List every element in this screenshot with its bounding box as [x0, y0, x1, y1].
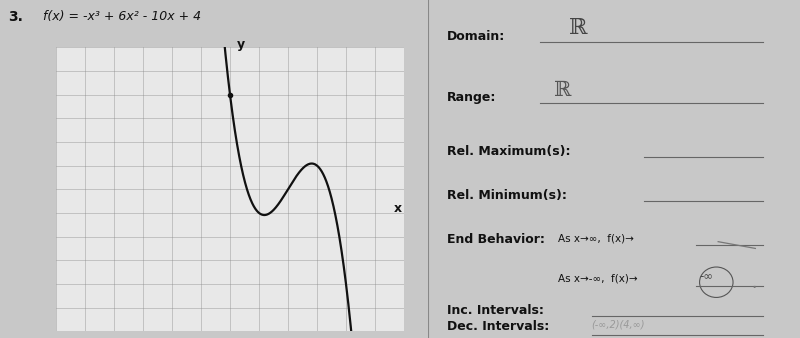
- Text: -∞: -∞: [699, 270, 714, 283]
- Text: x: x: [394, 202, 402, 215]
- Text: Domain:: Domain:: [446, 30, 505, 43]
- Text: Range:: Range:: [446, 91, 496, 104]
- Text: Inc. Intervals:: Inc. Intervals:: [446, 304, 543, 317]
- Text: y: y: [238, 39, 246, 51]
- Text: End Behavior:: End Behavior:: [446, 233, 545, 246]
- Text: (-∞,2)(4,∞): (-∞,2)(4,∞): [592, 319, 645, 330]
- Text: Dec. Intervals:: Dec. Intervals:: [446, 320, 549, 333]
- Text: .: .: [752, 274, 757, 292]
- Text: As x→-∞,  f(x)→: As x→-∞, f(x)→: [558, 274, 638, 284]
- Text: ℝ: ℝ: [554, 81, 572, 100]
- Text: f(x) = -x³ + 6x² - 10x + 4: f(x) = -x³ + 6x² - 10x + 4: [43, 10, 201, 23]
- Text: Rel. Minimum(s):: Rel. Minimum(s):: [446, 189, 566, 202]
- Text: Rel. Maximum(s):: Rel. Maximum(s):: [446, 145, 570, 158]
- Text: As x→∞,  f(x)→: As x→∞, f(x)→: [558, 233, 634, 243]
- Text: 3.: 3.: [9, 10, 23, 24]
- Text: ℝ: ℝ: [570, 17, 588, 39]
